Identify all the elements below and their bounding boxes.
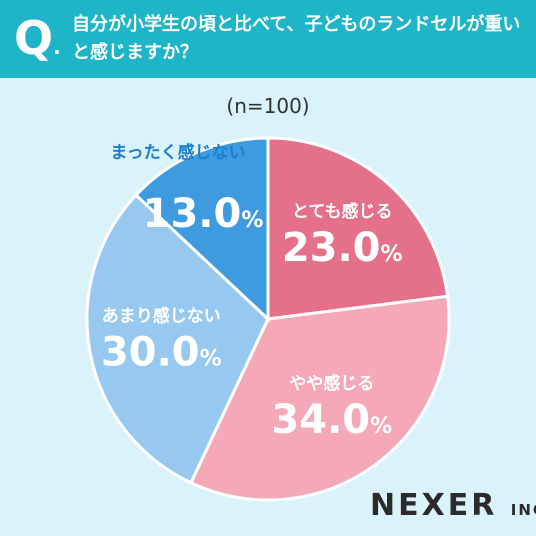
sample-size: (n=100) [226,94,310,118]
slice-value: 34.0% [271,397,392,443]
logo-suffix: INC. [510,501,536,519]
slice-label: やや感じる [289,373,374,394]
question-text: 自分が小学生の頃と比べて、子どものランドセルが重いと感じますか？ [72,14,521,63]
slice-label: あまり感じない [102,305,221,326]
nexer-logo: NEXER INC. [370,489,536,527]
question-banner: Q. 自分が小学生の頃と比べて、子どものランドセルが重いと感じますか？ [0,0,536,78]
slice-value: 23.0% [282,225,403,271]
pie-slice [85,192,270,485]
slice-value: 13.0% [143,191,264,237]
logo-name: NEXER [370,488,498,523]
slice-label: とても感じる [292,201,393,222]
pie-slice [133,136,270,323]
q-letter: Q [14,11,54,65]
q-mark: Q. [14,11,61,65]
slice-value: 30.0% [101,329,222,375]
slice-label: まったく感じない [110,142,245,163]
pie-slice [266,136,450,321]
